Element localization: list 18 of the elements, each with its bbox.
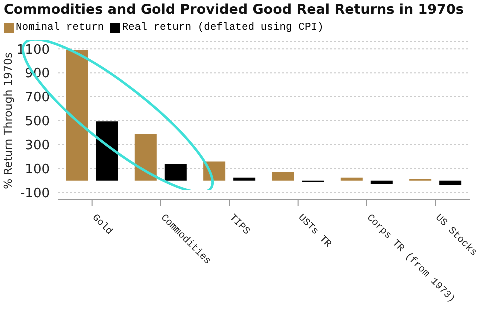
y-tick-label: 300 bbox=[25, 138, 50, 154]
y-tick-label: -100 bbox=[20, 186, 50, 202]
legend-label: Nominal return bbox=[15, 22, 104, 34]
legend-label: Real return (deflated using CPI) bbox=[121, 22, 324, 34]
bar bbox=[370, 180, 393, 184]
y-tick-label: 500 bbox=[25, 114, 50, 130]
bar bbox=[234, 178, 256, 181]
bar bbox=[66, 50, 88, 181]
chart-title: Commodities and Gold Provided Good Real Returns in 1970s bbox=[4, 2, 464, 18]
bar bbox=[134, 134, 157, 181]
y-tick-label: 100 bbox=[25, 162, 50, 178]
y-tick-label: 700 bbox=[25, 90, 50, 106]
bar bbox=[340, 178, 363, 181]
y-axis-title: % Return Through 1970s bbox=[2, 52, 15, 190]
bar bbox=[272, 172, 294, 181]
bar bbox=[96, 122, 118, 181]
bar bbox=[164, 164, 187, 181]
bar bbox=[440, 180, 462, 186]
